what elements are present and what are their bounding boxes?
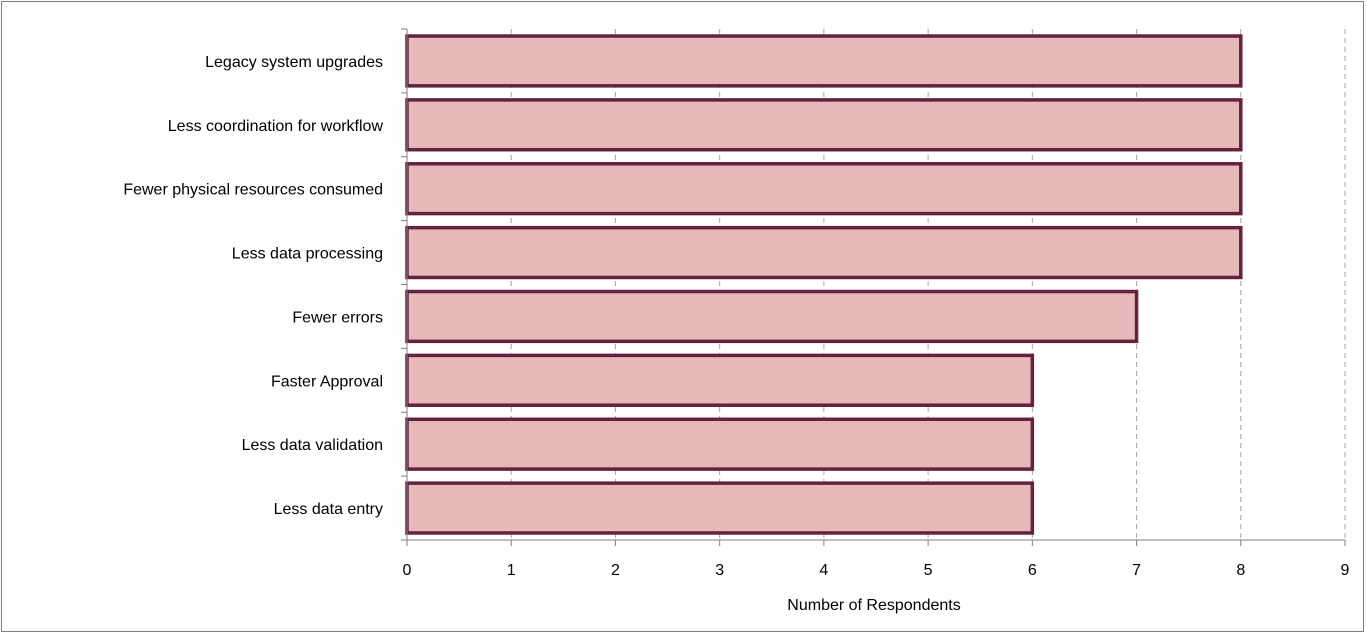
category-label: Legacy system upgrades (205, 54, 383, 71)
x-tick-label: 7 (1132, 562, 1141, 579)
labels: Legacy system upgrades Less coordination … (123, 54, 1349, 579)
bar-4 (405, 289, 1139, 344)
bar-3 (405, 225, 1243, 280)
x-tick-label: 1 (507, 562, 516, 579)
x-tick-label: 6 (1028, 562, 1037, 579)
x-tick-label: 3 (715, 562, 724, 579)
axes (401, 28, 1346, 546)
x-tick-label: 5 (924, 562, 933, 579)
category-label: Less data validation (242, 437, 383, 454)
category-label: Less data processing (232, 246, 383, 263)
bar-6 (405, 417, 1035, 471)
category-label: Less data entry (274, 501, 383, 518)
category-label: Fewer physical resources consumed (123, 182, 383, 199)
bar-5 (405, 353, 1035, 407)
category-label: Faster Approval (271, 373, 383, 390)
bar-0 (405, 34, 1243, 88)
bar-2 (405, 162, 1243, 216)
x-tick-label: 8 (1236, 562, 1245, 579)
bar-1 (405, 98, 1243, 152)
x-axis-title: Number of Respondents (787, 597, 960, 614)
x-tick-label: 4 (819, 562, 828, 579)
category-label: Less coordination for workflow (168, 118, 384, 135)
x-tick-label: 0 (403, 562, 412, 579)
x-tick-label: 2 (611, 562, 620, 579)
bar-7 (405, 481, 1035, 535)
bars (405, 34, 1243, 535)
category-label: Fewer errors (292, 309, 383, 326)
x-tick-label: 9 (1341, 562, 1350, 579)
